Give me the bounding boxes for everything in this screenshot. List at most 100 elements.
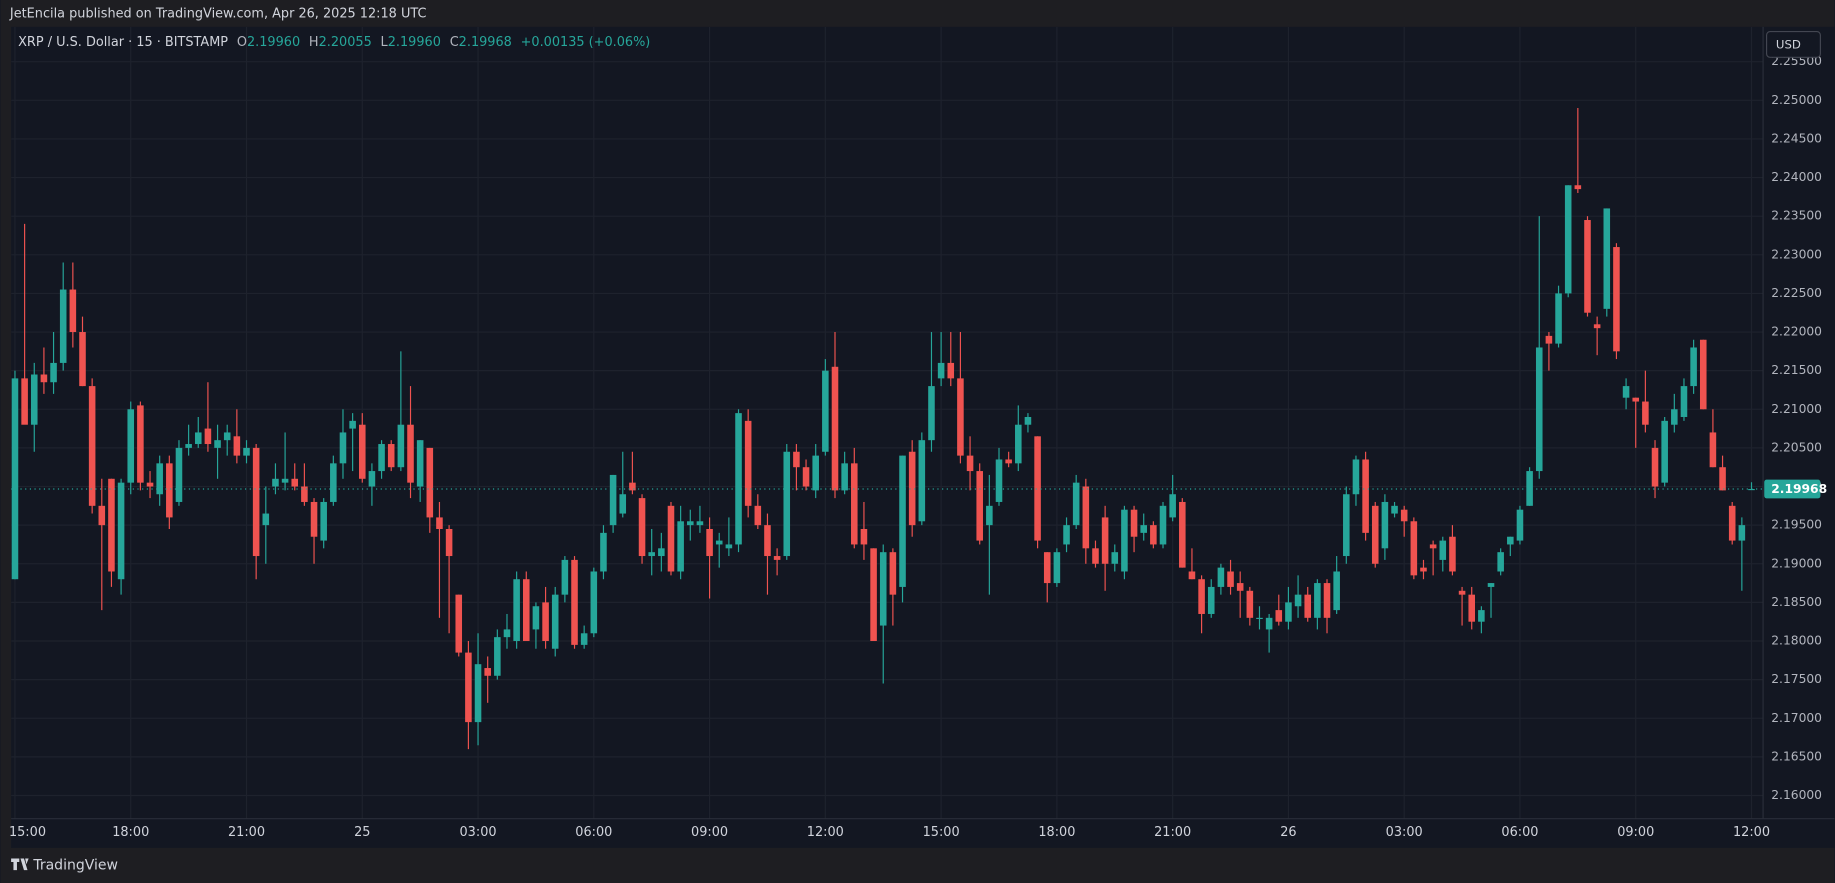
candle-body xyxy=(1343,494,1350,557)
x-tick-label: 21:00 xyxy=(228,825,265,840)
candle-body xyxy=(137,405,144,483)
candle-body xyxy=(947,362,955,379)
candle-body xyxy=(1564,185,1572,294)
candle-body xyxy=(1613,247,1620,352)
candle-body xyxy=(1603,208,1611,309)
candle-body xyxy=(1690,347,1697,387)
candle-body xyxy=(1043,552,1051,584)
candle-body xyxy=(69,289,77,333)
candle-body xyxy=(194,432,202,445)
candle-body xyxy=(214,440,221,448)
y-tick-label: 2.19000 xyxy=(1771,556,1822,570)
candle-body xyxy=(262,513,270,526)
candle-body xyxy=(1323,583,1331,618)
candle-body xyxy=(233,436,241,456)
candle-body xyxy=(156,463,163,495)
candle-body xyxy=(1671,409,1678,425)
candle-body xyxy=(513,579,520,642)
candle-body xyxy=(503,629,511,638)
candle-body xyxy=(1362,459,1369,533)
candle-body xyxy=(1198,579,1205,614)
candle-body xyxy=(976,471,983,541)
legend-value: 2.19960 xyxy=(247,35,300,50)
candle-body xyxy=(11,378,19,580)
legend-key: C xyxy=(450,35,459,50)
x-tick-label: 09:00 xyxy=(1617,825,1654,840)
candle-body xyxy=(1188,571,1196,580)
candle-body xyxy=(600,532,607,572)
candle-body xyxy=(1140,525,1147,533)
y-tick-label: 2.20500 xyxy=(1771,440,1822,454)
candle-body xyxy=(40,374,48,383)
candle-body xyxy=(1526,471,1533,506)
candle-body xyxy=(744,420,752,506)
footer-brand: TradingView xyxy=(32,857,118,873)
y-tick-label: 2.19500 xyxy=(1771,518,1822,532)
y-tick-label: 2.21500 xyxy=(1771,363,1822,377)
candle-body xyxy=(378,444,385,472)
candle-body xyxy=(1728,505,1736,541)
candle-body xyxy=(98,505,106,526)
candle-body xyxy=(127,409,135,483)
candle-body xyxy=(436,517,443,530)
y-tick-label: 2.18500 xyxy=(1771,595,1822,609)
candle-body xyxy=(465,652,472,723)
candle-body xyxy=(609,474,617,526)
candle-body xyxy=(243,447,250,456)
candle-body xyxy=(1593,324,1601,329)
candle-body xyxy=(764,525,771,557)
candle-body xyxy=(330,463,337,502)
candle-body xyxy=(571,559,578,645)
candle-body xyxy=(484,668,491,676)
candle-body xyxy=(1468,594,1476,622)
candle-body xyxy=(1381,501,1389,549)
candle-body xyxy=(387,444,395,468)
last-price-label: 2.19968 xyxy=(1771,482,1827,496)
candle-body xyxy=(1265,617,1273,630)
legend-value: 2.19968 xyxy=(459,35,512,50)
candle-body xyxy=(185,444,192,448)
candle-body xyxy=(696,521,704,526)
candle-body xyxy=(1294,594,1302,607)
candle-body xyxy=(831,366,839,491)
candle-body xyxy=(580,633,588,645)
candle-body xyxy=(889,552,897,595)
candle-body xyxy=(272,478,279,487)
candle-body xyxy=(783,451,791,557)
candle-body xyxy=(1709,432,1717,468)
x-tick-label: 12:00 xyxy=(807,825,844,840)
candle-body xyxy=(368,471,376,487)
y-tick-label: 2.18000 xyxy=(1771,634,1822,648)
candle-body xyxy=(986,505,993,526)
candle-body xyxy=(1507,536,1514,545)
legend-key: L xyxy=(381,35,389,50)
symbol: XRP / U.S. Dollar · 15 · BITSTAMP xyxy=(18,35,228,50)
candle-body xyxy=(1458,590,1466,595)
candle-body xyxy=(79,332,86,387)
candle-body xyxy=(899,455,906,587)
candle-body xyxy=(1256,617,1263,620)
candle-body xyxy=(1121,509,1128,572)
candle-body xyxy=(310,501,318,537)
candle-body xyxy=(1207,586,1215,614)
y-tick-label: 2.25000 xyxy=(1771,93,1822,107)
candle-body xyxy=(1304,594,1311,618)
currency-button[interactable] xyxy=(1765,30,1821,58)
candle-body xyxy=(966,455,974,472)
x-tick-label: 06:00 xyxy=(575,825,612,840)
publisher-line: JetEncila published on TradingView.com, … xyxy=(9,7,427,22)
last-price-tag xyxy=(1764,479,1821,499)
candle-body xyxy=(1005,459,1012,464)
footer-logo xyxy=(11,858,29,871)
candle-body xyxy=(21,378,28,425)
currency-label[interactable]: USD xyxy=(1776,38,1801,52)
y-tick-label: 2.23500 xyxy=(1771,209,1822,223)
candle-body xyxy=(658,548,665,557)
candle-body xyxy=(301,486,308,502)
x-tick-label: 18:00 xyxy=(112,825,149,840)
candle-body xyxy=(108,478,115,572)
candle-body xyxy=(1439,540,1447,560)
candle-body xyxy=(1072,482,1080,526)
candle-body xyxy=(812,455,819,491)
